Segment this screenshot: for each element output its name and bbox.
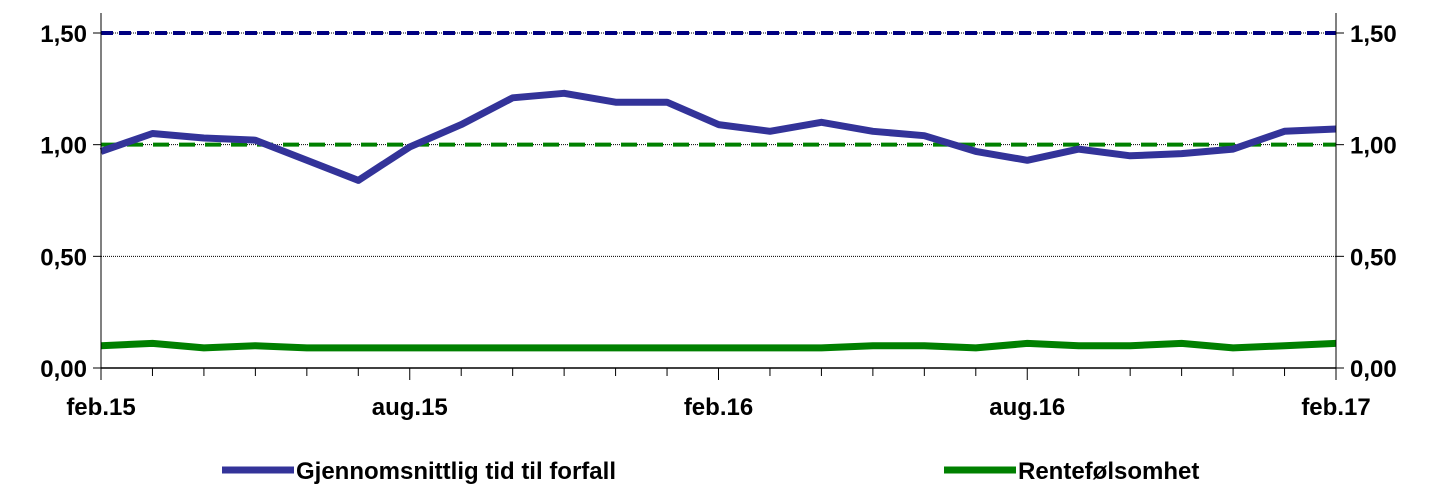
axes: 0,00 0,00 0,50 0,50 1,00 1,00 1,50 1,50 feb.15 au… — [40, 13, 1397, 421]
series-line — [100, 339, 1337, 352]
reference-lines — [101, 31, 1336, 147]
x-tick-label: feb.17 — [1301, 394, 1370, 421]
legend-label: Rentefølsomhet — [1018, 458, 1199, 485]
y-tick-label-left: 1,50 — [40, 21, 87, 48]
y-tick-label-right: 0,50 — [1350, 244, 1397, 271]
x-tick-label: aug.15 — [372, 394, 448, 421]
x-tick-label: feb.16 — [684, 394, 753, 421]
series-line — [99, 89, 1337, 184]
x-tick-label: aug.16 — [989, 394, 1065, 421]
legend: Gjennomsnittlig tid til forfall Renteføls… — [222, 458, 1199, 485]
y-tick-label-right: 1,00 — [1350, 133, 1397, 160]
legend-label: Gjennomsnittlig tid til forfall — [296, 458, 616, 485]
y-tick-label-right: 0,00 — [1350, 356, 1397, 383]
series-layer — [99, 89, 1337, 352]
x-tick-label: feb.15 — [66, 394, 135, 421]
y-tick-label-left: 1,00 — [40, 133, 87, 160]
y-tick-label-left: 0,00 — [40, 356, 87, 383]
y-tick-label-left: 0,50 — [40, 244, 87, 271]
y-tick-label-right: 1,50 — [1350, 21, 1397, 48]
